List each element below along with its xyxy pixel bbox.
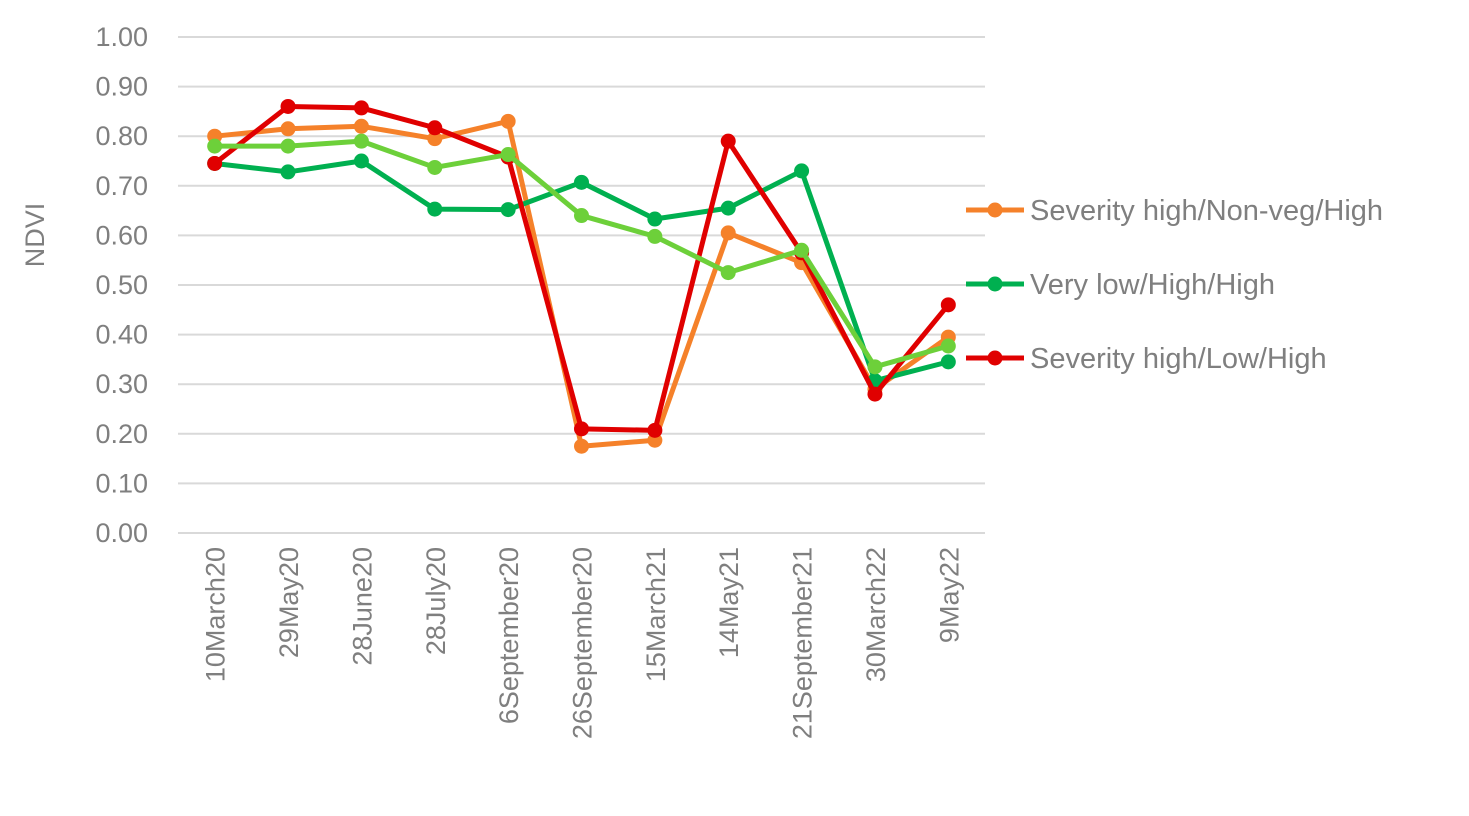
x-tick-label: 26September20 xyxy=(568,547,598,739)
data-point xyxy=(353,133,369,149)
data-point xyxy=(647,211,663,227)
y-axis-title: NDVI xyxy=(20,203,50,268)
data-point xyxy=(867,359,883,375)
series-lines xyxy=(207,98,956,454)
x-tick-label: 9May22 xyxy=(934,547,964,643)
data-point xyxy=(647,422,663,438)
x-tick-label: 30March22 xyxy=(861,547,891,682)
data-point xyxy=(280,121,296,137)
data-point xyxy=(353,100,369,116)
data-point xyxy=(647,228,663,244)
data-point xyxy=(353,118,369,134)
x-tick-label: 21September21 xyxy=(788,547,818,739)
x-tick-label: 6September20 xyxy=(494,547,524,724)
x-tick-label: 28June20 xyxy=(347,547,377,666)
gridlines xyxy=(178,36,985,534)
series-4 xyxy=(207,133,956,375)
data-point xyxy=(940,338,956,354)
data-point xyxy=(353,153,369,169)
y-tick-label: 1.00 xyxy=(95,22,148,52)
y-tick-label: 0.10 xyxy=(95,468,148,498)
y-tick-label: 0.80 xyxy=(95,121,148,151)
data-point xyxy=(794,163,810,179)
x-tick-label: 28July20 xyxy=(421,547,451,655)
legend-swatch-marker xyxy=(987,350,1003,366)
x-tick-label: 29May20 xyxy=(274,547,304,658)
x-tick-label: 15March21 xyxy=(641,547,671,682)
data-point xyxy=(794,242,810,258)
data-point xyxy=(940,297,956,313)
data-point xyxy=(280,164,296,180)
data-point xyxy=(940,354,956,370)
data-point xyxy=(280,138,296,154)
series-3 xyxy=(207,98,956,438)
data-point xyxy=(427,201,443,217)
data-point xyxy=(207,138,223,154)
y-tick-label: 0.70 xyxy=(95,171,148,201)
legend: Severity high/Non-veg/High Very low/High/… xyxy=(966,195,1383,375)
y-tick-label: 0.30 xyxy=(95,369,148,399)
y-tick-label: 0.90 xyxy=(95,72,148,102)
series-line xyxy=(212,158,951,384)
legend-item: Severity high/Low/High xyxy=(966,343,1327,375)
data-point xyxy=(207,155,223,171)
y-tick-label: 0.00 xyxy=(95,518,148,548)
x-tick-label: 10March20 xyxy=(201,547,231,682)
legend-item: Very low/High/High xyxy=(966,269,1275,301)
data-point xyxy=(500,147,516,163)
legend-label: Very low/High/High xyxy=(1030,269,1275,301)
series-line xyxy=(212,118,951,449)
data-point xyxy=(280,98,296,114)
data-point xyxy=(867,386,883,402)
data-point xyxy=(427,131,443,147)
series-2 xyxy=(207,153,956,389)
x-axis-tick-labels: 10March20 29May20 28June20 28July20 6Septemb… xyxy=(201,547,965,739)
data-point xyxy=(574,438,589,454)
y-axis-tick-labels: 0.00 0.10 0.20 0.30 0.40 0.50 0.60 0.70 0.80 0.90… xyxy=(95,22,148,548)
data-point xyxy=(574,174,589,190)
data-point xyxy=(427,159,443,175)
y-tick-label: 0.60 xyxy=(95,220,148,250)
data-point xyxy=(574,208,589,224)
y-tick-label: 0.20 xyxy=(95,419,148,449)
data-point xyxy=(427,120,443,136)
data-point xyxy=(720,225,736,241)
data-point xyxy=(720,133,736,149)
data-point xyxy=(500,113,516,129)
legend-label: Severity high/Low/High xyxy=(1030,343,1327,375)
legend-label: Severity high/Non-veg/High xyxy=(1030,195,1383,227)
data-point xyxy=(574,421,589,437)
y-tick-label: 0.40 xyxy=(95,320,148,350)
legend-item: Severity high/Non-veg/High xyxy=(966,195,1383,227)
legend-swatch-marker xyxy=(987,276,1003,292)
data-point xyxy=(500,202,516,218)
data-point xyxy=(720,200,736,216)
legend-swatch-marker xyxy=(987,202,1003,218)
data-point xyxy=(720,265,736,281)
x-tick-label: 14May21 xyxy=(714,547,744,658)
y-tick-label: 0.50 xyxy=(95,270,148,300)
